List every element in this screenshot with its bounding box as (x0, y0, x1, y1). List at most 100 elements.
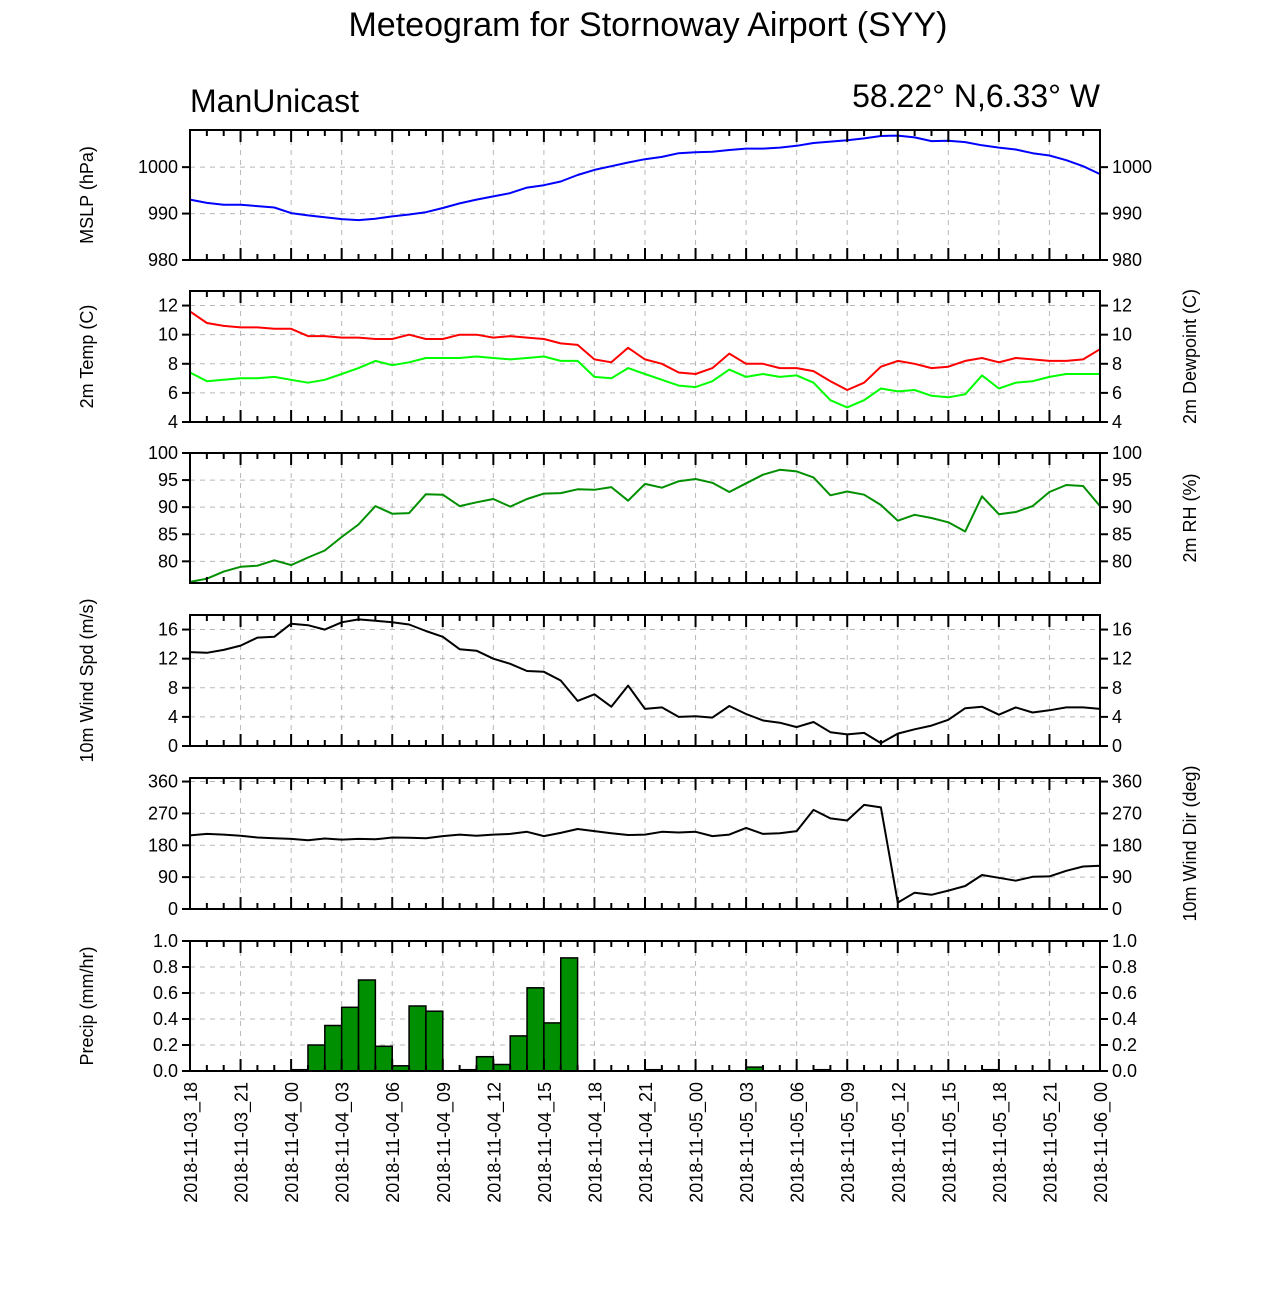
y-axis-label-right: 2m Dewpoint (C) (1180, 289, 1200, 424)
location-label: 58.22° N,6.33° W (852, 78, 1101, 114)
y-tick-label-left: 0.6 (153, 983, 178, 1003)
y-tick-label-right: 6 (1112, 383, 1122, 403)
date-tick-label: 2018-11-05_00 (687, 1082, 708, 1203)
y-tick-label-left: 990 (148, 204, 178, 224)
model-label: ManUnicast (190, 83, 359, 119)
date-axis: 2018-11-03_18 2018-11-03_21 2018-11-04_00 2… (181, 1082, 1112, 1203)
y-tick-label-right: 12 (1112, 296, 1132, 316)
date-tick-label: 2018-11-04_06 (383, 1082, 404, 1203)
series-line-1 (189, 355, 1100, 409)
y-axis-label-left: MSLP (hPa) (77, 146, 97, 244)
panel-1: 4 4 6 6 8 8 10 10 12 12 2m Temp (C) 2m Dewpoint (C) (77, 289, 1200, 432)
date-tick-label: 2018-11-05_21 (1040, 1082, 1061, 1203)
date-tick-label: 2018-11-05_12 (889, 1082, 910, 1203)
precip-bar (509, 1035, 528, 1072)
y-tick-label-right: 90 (1112, 867, 1132, 887)
y-tick-label-right: 8 (1112, 354, 1122, 374)
y-tick-label-right: 90 (1112, 497, 1132, 517)
y-tick-label-right: 80 (1112, 551, 1132, 571)
y-tick-label-right: 980 (1112, 250, 1142, 270)
y-tick-label-left: 90 (158, 867, 178, 887)
y-tick-label-right: 0 (1112, 736, 1122, 756)
y-tick-label-left: 4 (168, 412, 178, 432)
date-tick-label: 2018-11-04_18 (585, 1082, 606, 1203)
y-tick-label-right: 12 (1112, 649, 1132, 669)
date-tick-label: 2018-11-05_03 (737, 1082, 758, 1203)
y-tick-label-left: 90 (158, 497, 178, 517)
date-tick-label: 2018-11-05_09 (838, 1082, 859, 1203)
y-tick-label-left: 16 (158, 620, 178, 640)
precip-bar (307, 1044, 326, 1072)
y-tick-label-left: 0.0 (153, 1061, 178, 1081)
y-tick-label-right: 0.2 (1112, 1035, 1137, 1055)
y-tick-label-left: 85 (158, 524, 178, 544)
y-tick-label-left: 0.8 (153, 957, 178, 977)
panel-5: 0.0 0.0 0.2 0.2 0.4 0.4 0.6 0.6 0.8 0.8 1.0 1.0 Prec… (77, 931, 1137, 1081)
panel-0: 980 980 990 990 1000 1000 MSLP (hPa) (77, 129, 1152, 270)
date-tick-label: 2018-11-04_00 (282, 1082, 303, 1203)
y-tick-label-right: 0 (1112, 899, 1122, 919)
series-line-0 (189, 310, 1101, 391)
precip-bar (324, 1024, 343, 1072)
y-tick-label-right: 85 (1112, 524, 1132, 544)
date-tick-label: 2018-11-06_00 (1091, 1082, 1112, 1203)
y-axis-label-left: 2m Temp (C) (77, 305, 97, 409)
panel-4: 0 0 90 90 180 180 270 270 360 360 10m Wind Dir (de… (148, 765, 1200, 921)
y-tick-label-right: 270 (1112, 803, 1142, 823)
y-tick-label-left: 8 (168, 354, 178, 374)
y-tick-label-left: 1.0 (153, 931, 178, 951)
y-tick-label-right: 100 (1112, 443, 1142, 463)
precip-bar (543, 1022, 562, 1072)
panel-2: 80 80 85 85 90 90 95 95 100 100 2m RH (%) (148, 443, 1200, 584)
y-tick-label-left: 980 (148, 250, 178, 270)
date-tick-label: 2018-11-05_15 (939, 1082, 960, 1203)
y-tick-label-left: 0.4 (153, 1009, 178, 1029)
precip-bar (408, 1005, 427, 1072)
date-tick-label: 2018-11-04_21 (636, 1082, 657, 1203)
precip-bar (526, 987, 545, 1072)
date-tick-label: 2018-11-05_06 (788, 1082, 809, 1203)
y-tick-label-left: 0.2 (153, 1035, 178, 1055)
date-tick-label: 2018-11-04_15 (535, 1082, 556, 1203)
series-line-0 (189, 468, 1101, 583)
y-axis-label-right: 10m Wind Dir (deg) (1180, 765, 1200, 921)
y-tick-label-right: 10 (1112, 325, 1132, 345)
y-tick-label-right: 0.0 (1112, 1061, 1137, 1081)
date-tick-label: 2018-11-04_03 (333, 1082, 354, 1203)
y-tick-label-left: 6 (168, 383, 178, 403)
date-tick-label: 2018-11-03_21 (232, 1082, 253, 1203)
y-tick-label-right: 990 (1112, 204, 1142, 224)
precip-bar (475, 1055, 495, 1072)
y-tick-label-left: 95 (158, 470, 178, 490)
y-tick-label-left: 80 (158, 551, 178, 571)
panel-3: 0 0 4 4 8 8 12 12 16 16 10m Wind Spd (m/s) (77, 598, 1132, 762)
y-tick-label-left: 12 (158, 649, 178, 669)
y-tick-label-right: 360 (1112, 772, 1142, 792)
y-tick-label-right: 95 (1112, 470, 1132, 490)
y-tick-label-left: 10 (158, 325, 178, 345)
date-tick-label: 2018-11-04_09 (434, 1082, 455, 1203)
series-line-0 (189, 803, 1101, 904)
chart-title: Meteogram for Stornoway Airport (SYY) (348, 6, 947, 44)
y-tick-label-left: 180 (148, 835, 178, 855)
date-tick-label: 2018-11-03_18 (181, 1082, 202, 1203)
y-tick-label-right: 0.6 (1112, 983, 1137, 1003)
y-axis-label-left: Precip (mm/hr) (77, 946, 97, 1065)
y-tick-label-right: 0.4 (1112, 1009, 1137, 1029)
y-tick-label-left: 1000 (138, 157, 178, 177)
y-tick-label-left: 0 (168, 736, 178, 756)
precip-bar (357, 979, 377, 1072)
y-tick-label-left: 8 (168, 678, 178, 698)
y-tick-label-right: 1.0 (1112, 931, 1137, 951)
date-tick-label: 2018-11-04_12 (484, 1082, 505, 1203)
y-tick-label-left: 0 (168, 899, 178, 919)
precip-bar (340, 1006, 360, 1072)
y-tick-label-left: 4 (168, 707, 178, 727)
precip-bar (559, 957, 579, 1072)
y-tick-label-left: 360 (148, 772, 178, 792)
date-tick-label: 2018-11-05_18 (990, 1082, 1011, 1203)
precip-bar (425, 1010, 444, 1072)
series-line-0 (189, 134, 1101, 222)
